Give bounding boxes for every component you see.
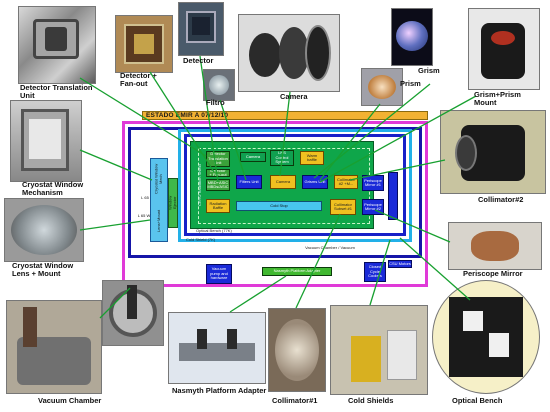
line-detector-translation [79,77,207,157]
photo-cryostat-window-mechanism [10,100,82,182]
line-collimator2 [349,159,446,181]
label-cold-shields: Cold Shields [348,396,394,405]
line-nasmyth [229,275,287,313]
line-detector [199,55,219,183]
line-collimator1 [295,213,341,309]
label-cryostat-window-mechanism: Cryostat Window Mechanism [22,180,84,197]
block-detector-translation: Detector Translation Unit [206,151,230,167]
photo-periscope-mirror [448,222,542,270]
photo-detector-fanout [115,15,173,73]
label-cryostat-window-lens: Cryostat Window Lens + Mount [12,261,74,278]
block-periscope: Periscope Mirror #1 [362,175,384,191]
label-prism: Prism [400,79,421,88]
line-optical-bench [399,237,471,301]
diagram-title: ESTADO EMIR A 07/12/10 [146,112,229,119]
line-cold-shields [369,239,391,306]
block-collimator-2: Collimator #2 +M... [334,175,358,189]
block-detector-fanout: Detector + Fan-out [206,169,230,177]
block-csu-motors: CSU Motors [388,260,412,268]
block-warm-baffle: Warm baffle [300,151,324,165]
photo-camera [238,14,340,92]
block-filters-unit: Filters Unit [236,175,262,189]
block-vacuum-pump: Vacuum pump and hardware [206,264,232,284]
photo-grism [391,8,433,66]
diagram-title-bar: ESTADO EMIR A 07/12/10 [142,111,428,120]
line-filtro [219,99,247,181]
block-collimator-1: Collimator Subset #1 [330,199,356,215]
label-detector-translation-unit: Detector Translation Unit [20,83,93,100]
text-window-l65w: L 65 W [137,214,151,219]
label-collimator2: Collimator#2 [478,195,524,204]
window-column [168,178,178,228]
block-camera-top: Camera [240,152,266,162]
label-filtro: Filtro [206,98,225,107]
text-cold-shield: Cold Shield (7K) [186,238,216,243]
label-camera: Camera [280,92,308,101]
label-collimator1: Collimator#1 [272,396,318,405]
text-optical-bench: Optical Bench (77K) [196,229,232,234]
photo-collimator2 [440,110,546,194]
block-camera-unit: Camera [270,175,296,189]
block-radiation-baffle: Radiation Baffle [206,199,230,213]
line-camera [279,91,291,177]
photo-filtro [203,69,235,101]
photo-detector-translation-unit [18,6,96,84]
label-nasmyth-platform-adapter: Nasmyth Platform Adapter [172,386,267,395]
line-detector-fanout [149,71,215,173]
photo-prism [361,68,403,106]
photo-detector [178,2,224,56]
photo-collimator1 [268,308,326,392]
label-grism: Grism [418,66,440,75]
text-l65: L 65 [141,196,149,201]
line-vacuum-chamber [99,287,131,319]
line-cryostat-mechanism [79,149,153,181]
vacuum-chamber-frame [122,121,428,287]
left-shield-column [150,158,168,242]
label-detector: Detector [183,56,214,65]
photo-cold-shields [330,305,428,395]
cold-shield-frame [178,129,412,242]
photo-cryostat-window-lens [4,198,84,262]
radiation-shield-frame [184,134,406,236]
line-grism-mount [319,95,477,183]
label-periscope-mirror: Periscope Mirror [463,269,523,278]
photo-nasmyth-adapter [168,312,266,384]
line-periscope [374,209,451,243]
block-closed-cycle: Closed Cycle Coolers [364,262,386,282]
block-cold-stop: Cold Stop [236,201,322,211]
photo-vacuum-chamber-2 [102,280,164,346]
label-optical-bench: Optical Bench [452,396,503,405]
label-grism-prism-mount: Grism+Prism Mount [474,90,521,107]
photo-optical-bench [432,280,540,394]
right-csu-column [388,172,398,220]
label-detector-fanout: Detector + Fan-out [120,71,157,88]
photo-vacuum-chamber [6,300,102,394]
line-prism [319,103,381,181]
line-cryostat-lens [79,219,151,231]
label-vacuum-chamber: Vacuum Chamber [38,396,102,405]
text-vacuum: Vacuum Chamber / Vacuum [305,246,355,251]
photo-grism-prism-mount [468,8,540,90]
